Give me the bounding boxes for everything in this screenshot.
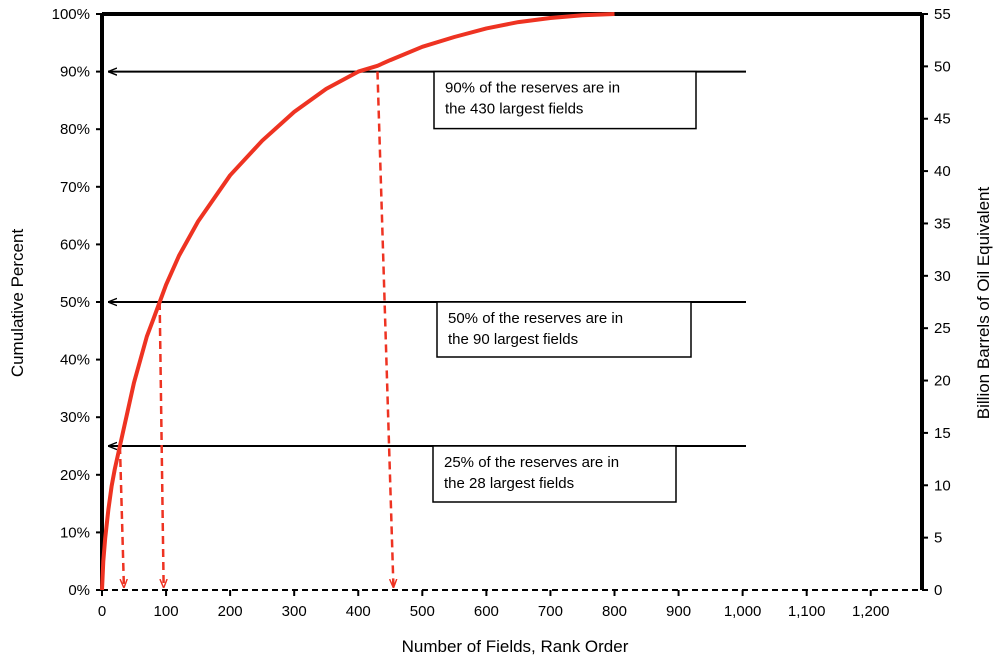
y-tick-label: 10% xyxy=(60,524,90,541)
x-tick-label: 1,100 xyxy=(788,603,826,620)
y2-axis-title: Billion Barrels of Oil Equivalent xyxy=(974,187,993,420)
cumulative-curve xyxy=(100,12,615,591)
annotation-text: the 28 largest fields xyxy=(444,475,574,492)
y-tick-label: 60% xyxy=(60,236,90,253)
x-tick-label: 1,000 xyxy=(724,603,762,620)
annotation-box xyxy=(432,445,677,503)
x-tick-label: 500 xyxy=(410,603,435,620)
x-tick-label: 900 xyxy=(666,603,691,620)
drop-line xyxy=(118,445,124,588)
annotations: 90% of the reserves are in the 430 larges… xyxy=(432,70,697,503)
y-tick-label: 40% xyxy=(60,352,90,369)
tick-labels: 0% 10% 20% 30% 40% 50% 60% 70% 80% 90% 100% 0 5 10 15 2… xyxy=(52,6,951,620)
y2-tick-label: 50 xyxy=(934,58,951,75)
drop-line xyxy=(158,301,164,588)
x-tick-label: 1,200 xyxy=(852,603,890,620)
annotation-text: 90% of the reserves are in xyxy=(445,80,620,97)
y-tick-label: 100% xyxy=(52,6,90,23)
y-tick-label: 0% xyxy=(68,582,90,599)
x-tick-label: 0 xyxy=(98,603,106,620)
y-tick-label: 20% xyxy=(60,467,90,484)
y-tick-label: 30% xyxy=(60,409,90,426)
curve-layer xyxy=(100,12,615,591)
annotation-box xyxy=(436,301,692,358)
annotation-box xyxy=(433,70,697,130)
x-tick-label: 600 xyxy=(474,603,499,620)
y2-tick-label: 0 xyxy=(934,582,942,599)
axes xyxy=(100,12,924,591)
x-tick-label: 400 xyxy=(346,603,371,620)
x-axis-title: Number of Fields, Rank Order xyxy=(402,637,629,656)
y-axis-title: Cumulative Percent xyxy=(8,229,27,378)
y2-tick-label: 5 xyxy=(934,530,942,547)
y-tick-label: 90% xyxy=(60,64,90,81)
y2-tick-label: 30 xyxy=(934,268,951,285)
y-tick-label: 80% xyxy=(60,121,90,138)
y-tick-label: 70% xyxy=(60,179,90,196)
y2-tick-label: 35 xyxy=(934,215,951,232)
x-tick-label: 100 xyxy=(154,603,179,620)
y2-tick-label: 15 xyxy=(934,425,951,442)
drop-line xyxy=(376,71,393,588)
y-tick-label: 50% xyxy=(60,294,90,311)
y2-tick-label: 55 xyxy=(934,6,951,23)
y2-tick-label: 40 xyxy=(934,163,951,180)
y2-tick-label: 20 xyxy=(934,373,951,390)
y2-tick-label: 10 xyxy=(934,477,951,494)
tick-marks xyxy=(96,13,928,596)
annotation-text: 50% of the reserves are in xyxy=(448,310,623,327)
y2-tick-label: 25 xyxy=(934,320,951,337)
x-tick-label: 800 xyxy=(602,603,627,620)
y2-tick-label: 45 xyxy=(934,111,951,128)
x-tick-label: 700 xyxy=(538,603,563,620)
annotation-text: the 90 largest fields xyxy=(448,331,578,348)
x-tick-label: 300 xyxy=(282,603,307,620)
annotation-text: the 430 largest fields xyxy=(445,101,583,118)
x-tick-label: 200 xyxy=(218,603,243,620)
annotation-text: 25% of the reserves are in xyxy=(444,454,619,471)
